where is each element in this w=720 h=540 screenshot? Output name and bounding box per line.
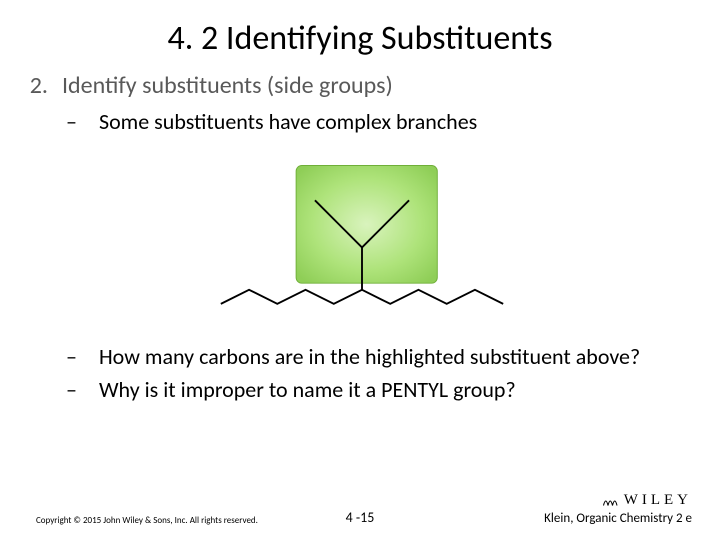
copyright-text: Copyright © 2015 John Wiley & Sons, Inc.…: [36, 515, 258, 526]
bullet-dash-icon: –: [66, 376, 77, 403]
molecule-diagram: [202, 143, 522, 333]
wiley-logo: WILEY: [602, 492, 692, 509]
bullet-text: How many carbons are in the highlighted …: [99, 343, 640, 370]
slide-content: 2. Identify substituents (side groups) –…: [20, 71, 700, 403]
attribution-text: Klein, Organic Chemistry 2 e: [544, 511, 692, 526]
bullet-item: – Why is it improper to name it a PENTYL…: [24, 376, 700, 403]
bullet-item: – How many carbons are in the highlighte…: [24, 343, 700, 370]
wiley-logo-text: WILEY: [624, 492, 692, 509]
bullet-dash-icon: –: [66, 343, 77, 370]
bullet-dash-icon: –: [66, 108, 77, 135]
slide-title: 4. 2 Identifying Substituents: [20, 18, 700, 59]
bullet-text: Some substituents have complex branches: [99, 108, 477, 135]
list-text: Identify substituents (side groups): [62, 71, 393, 100]
bullet-item: – Some substituents have complex branche…: [24, 108, 700, 135]
page-number: 4 -15: [346, 509, 375, 526]
bullet-text: Why is it improper to name it a PENTYL g…: [99, 376, 516, 403]
slide-container: 4. 2 Identifying Substituents 2. Identif…: [0, 0, 720, 540]
diagram-container: [24, 143, 700, 333]
main-list-item: 2. Identify substituents (side groups): [24, 71, 700, 100]
attribution-block: WILEY Klein, Organic Chemistry 2 e: [544, 492, 692, 526]
wiley-mark-icon: [602, 495, 620, 507]
main-chain: [221, 290, 503, 304]
list-number: 2.: [24, 71, 48, 100]
highlight-box: [296, 166, 437, 284]
